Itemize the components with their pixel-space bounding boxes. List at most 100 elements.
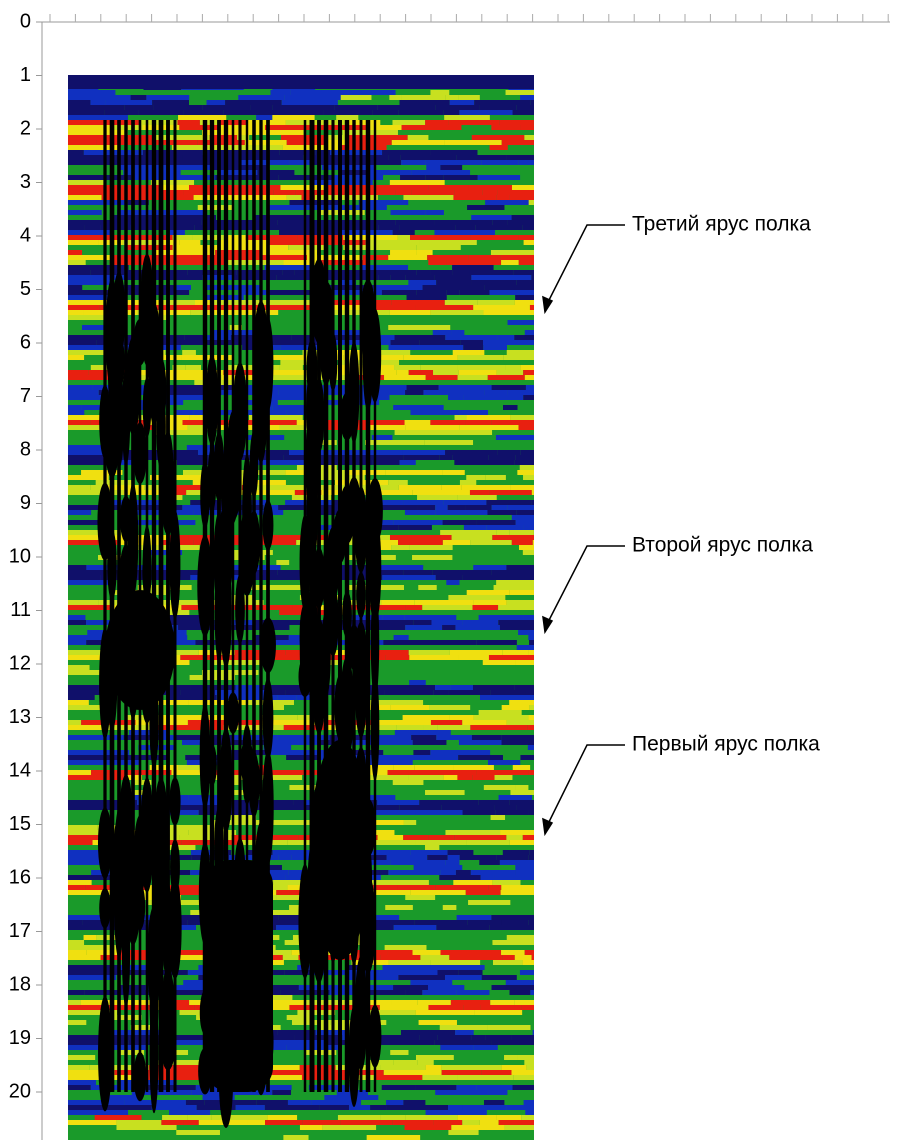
texture: [257, 1065, 300, 1070]
texture: [119, 160, 182, 165]
texture: [423, 725, 438, 730]
texture: [68, 185, 121, 190]
texture: [374, 880, 429, 885]
texture: [497, 335, 515, 340]
texture: [374, 305, 416, 310]
trace-blob: [154, 777, 168, 856]
texture: [445, 335, 498, 340]
texture: [487, 1025, 531, 1030]
texture: [459, 290, 490, 295]
texture: [261, 420, 297, 425]
texture: [163, 485, 216, 490]
texture: [362, 230, 393, 235]
texture: [68, 925, 104, 930]
texture: [68, 635, 119, 640]
texture: [254, 195, 287, 200]
texture: [383, 640, 431, 645]
y-tick-label: 1: [20, 64, 31, 86]
texture: [334, 955, 381, 960]
texture: [270, 750, 309, 755]
texture: [368, 990, 406, 995]
texture: [442, 470, 465, 475]
texture: [114, 535, 170, 540]
texture: [68, 640, 87, 645]
texture: [252, 1085, 292, 1090]
texture: [223, 110, 274, 115]
texture: [350, 650, 409, 655]
texture: [68, 275, 92, 280]
texture: [430, 640, 477, 645]
y-tick-label: 0: [20, 10, 31, 32]
texture: [165, 1070, 228, 1075]
texture: [264, 375, 317, 380]
texture: [505, 90, 534, 95]
texture: [440, 950, 502, 955]
texture: [296, 420, 310, 425]
texture: [396, 370, 409, 375]
texture: [68, 425, 102, 430]
texture: [481, 1070, 512, 1075]
texture: [267, 385, 316, 390]
texture: [249, 770, 303, 775]
texture: [428, 835, 455, 840]
texture: [175, 1005, 195, 1010]
texture: [485, 1035, 512, 1040]
texture: [87, 630, 108, 635]
texture: [68, 510, 92, 515]
texture: [501, 950, 525, 955]
texture: [281, 100, 338, 105]
texture: [174, 215, 216, 220]
texture: [287, 1100, 312, 1105]
texture: [416, 290, 447, 295]
texture: [487, 375, 525, 380]
texture: [483, 345, 507, 350]
texture: [68, 180, 105, 185]
texture: [68, 570, 112, 575]
texture: [443, 775, 458, 780]
texture: [492, 960, 523, 965]
texture: [350, 890, 411, 895]
texture: [410, 980, 453, 985]
texture: [398, 485, 442, 490]
texture: [432, 570, 492, 575]
texture: [384, 690, 434, 695]
texture: [278, 505, 325, 510]
texture: [68, 915, 108, 920]
texture: [138, 110, 184, 115]
texture: [68, 1020, 87, 1025]
texture: [405, 425, 460, 430]
texture: [213, 660, 262, 665]
texture: [459, 110, 513, 115]
texture: [179, 240, 201, 245]
texture: [266, 155, 304, 160]
texture: [68, 860, 119, 865]
texture: [388, 325, 451, 330]
texture: [374, 1040, 435, 1045]
texture: [303, 510, 359, 515]
texture: [126, 245, 173, 250]
texture: [360, 920, 415, 925]
texture: [511, 185, 534, 190]
texture: [68, 370, 89, 375]
texture: [405, 895, 436, 900]
texture: [266, 690, 286, 695]
texture: [376, 720, 431, 725]
texture: [436, 925, 490, 930]
texture: [410, 890, 466, 895]
texture: [127, 200, 149, 205]
texture: [187, 1115, 212, 1120]
texture: [376, 685, 436, 690]
texture: [68, 195, 102, 200]
texture: [277, 695, 297, 700]
texture: [494, 805, 517, 810]
texture: [202, 105, 251, 110]
texture: [269, 540, 297, 545]
texture: [166, 640, 196, 645]
annotation-text: Третий ярус полка: [632, 213, 811, 236]
texture: [420, 955, 450, 960]
texture: [491, 505, 508, 510]
texture: [264, 820, 324, 825]
texture: [68, 695, 95, 700]
texture: [442, 905, 457, 910]
texture: [168, 1050, 189, 1055]
